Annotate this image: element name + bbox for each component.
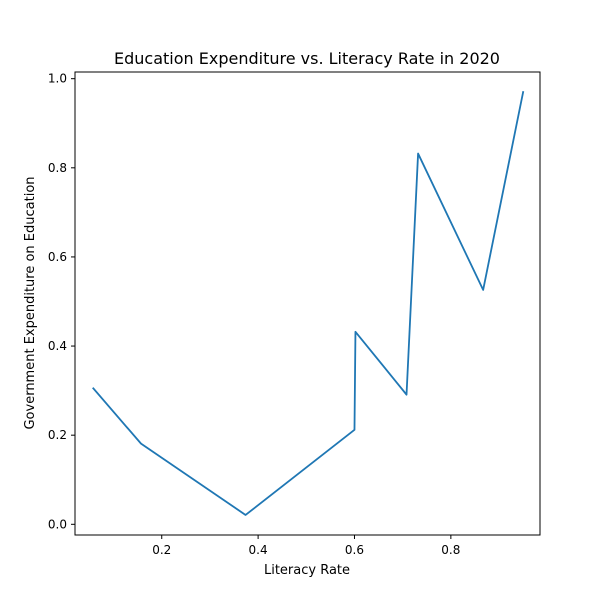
plot-area-frame bbox=[74, 71, 541, 536]
x-tick-label: 0.2 bbox=[152, 543, 171, 557]
y-tick-label: 0.4 bbox=[48, 339, 67, 353]
y-axis-ticks: 0.0 0.2 0.4 0.6 0.8 1.0 bbox=[48, 72, 75, 531]
y-tick-label: 1.0 bbox=[48, 72, 67, 86]
y-tick-label: 0.8 bbox=[48, 161, 67, 175]
y-tick-label: 0.2 bbox=[48, 428, 67, 442]
x-tick-label: 0.4 bbox=[249, 543, 268, 557]
x-axis-ticks: 0.2 0.4 0.6 0.8 bbox=[152, 535, 460, 557]
series-line bbox=[92, 90, 525, 516]
x-axis-label: Literacy Rate bbox=[264, 563, 350, 578]
y-tick-label: 0.6 bbox=[48, 250, 67, 264]
y-tick-label: 0.0 bbox=[48, 517, 67, 531]
x-tick-label: 0.6 bbox=[345, 543, 364, 557]
y-axis-label: Government Expenditure on Education bbox=[23, 176, 38, 429]
plot-series bbox=[92, 90, 525, 516]
chart-title: Education Expenditure vs. Literacy Rate … bbox=[114, 49, 500, 68]
x-tick-label: 0.8 bbox=[441, 543, 460, 557]
